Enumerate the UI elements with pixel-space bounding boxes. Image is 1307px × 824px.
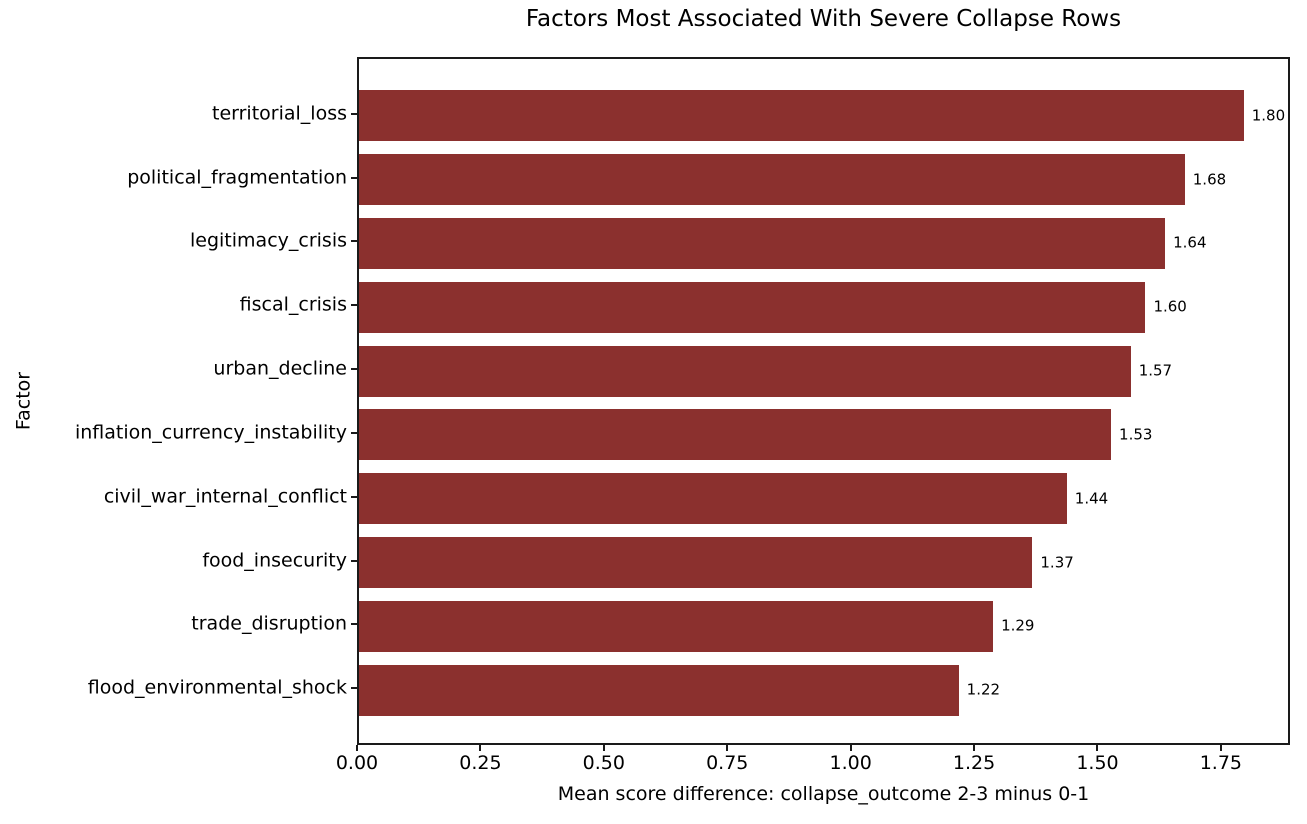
bar-inflation_currency_instability xyxy=(359,409,1112,461)
x-tick-label-1.50: 1.50 xyxy=(1076,752,1119,774)
x-tick-mark-1.75 xyxy=(1219,745,1222,751)
x-tick-label-0.25: 0.25 xyxy=(459,752,502,774)
y-tick-mark-civil_war_internal_conflict xyxy=(351,495,357,498)
y-tick-mark-food_insecurity xyxy=(351,559,357,562)
x-tick-mark-0.25 xyxy=(479,745,482,751)
x-tick-label-0.75: 0.75 xyxy=(706,752,749,774)
bar-value-label-food_insecurity: 1.37 xyxy=(1040,553,1074,572)
bar-trade_disruption xyxy=(359,600,994,652)
x-tick-mark-0.75 xyxy=(726,745,729,751)
y-tick-label-food_insecurity: food_insecurity xyxy=(202,549,347,572)
y-tick-label-urban_decline: urban_decline xyxy=(213,357,347,380)
bar-flood_environmental_shock xyxy=(359,664,959,716)
y-tick-mark-fiscal_crisis xyxy=(351,304,357,307)
bar-value-label-civil_war_internal_conflict: 1.44 xyxy=(1074,489,1109,508)
bar-civil_war_internal_conflict xyxy=(359,473,1067,525)
x-tick-mark-1.00 xyxy=(849,745,852,751)
bar-legitimacy_crisis xyxy=(359,217,1166,269)
bar-territorial_loss xyxy=(359,90,1244,142)
x-tick-label-1.25: 1.25 xyxy=(952,752,996,774)
y-tick-label-fiscal_crisis: fiscal_crisis xyxy=(239,293,347,316)
bar-value-label-urban_decline: 1.57 xyxy=(1138,361,1173,380)
bar-value-label-political_fragmentation: 1.68 xyxy=(1192,170,1227,189)
x-tick-label-1.00: 1.00 xyxy=(829,752,872,774)
bar-value-label-territorial_loss: 1.80 xyxy=(1251,106,1286,125)
x-tick-mark-1.25 xyxy=(973,745,976,751)
y-tick-mark-flood_environmental_shock xyxy=(351,687,357,690)
x-tick-mark-1.50 xyxy=(1096,745,1099,751)
y-tick-mark-legitimacy_crisis xyxy=(351,240,357,243)
x-tick-mark-0.50 xyxy=(602,745,605,751)
y-tick-label-flood_environmental_shock: flood_environmental_shock xyxy=(87,676,347,699)
y-tick-label-trade_disruption: trade_disruption xyxy=(191,612,347,635)
y-tick-mark-inflation_currency_instability xyxy=(351,431,357,434)
y-tick-label-civil_war_internal_conflict: civil_war_internal_conflict xyxy=(103,485,347,508)
chart-title: Factors Most Associated With Severe Coll… xyxy=(525,6,1122,32)
y-tick-mark-political_fragmentation xyxy=(351,176,357,179)
bar-value-label-trade_disruption: 1.29 xyxy=(1001,616,1035,635)
bar-value-label-flood_environmental_shock: 1.22 xyxy=(966,680,1001,699)
x-axis-label: Mean score difference: collapse_outcome … xyxy=(557,783,1090,805)
y-tick-mark-trade_disruption xyxy=(351,623,357,626)
x-tick-label-1.75: 1.75 xyxy=(1199,752,1243,774)
y-axis-label: Factor xyxy=(12,371,35,431)
y-tick-label-territorial_loss: territorial_loss xyxy=(212,102,347,125)
bar-value-label-inflation_currency_instability: 1.53 xyxy=(1119,425,1153,444)
bar-value-label-fiscal_crisis: 1.60 xyxy=(1153,297,1187,316)
y-tick-label-inflation_currency_instability: inflation_currency_instability xyxy=(74,421,347,444)
bar-urban_decline xyxy=(359,345,1131,397)
y-tick-label-legitimacy_crisis: legitimacy_crisis xyxy=(190,229,347,252)
y-tick-mark-urban_decline xyxy=(351,368,357,371)
bar-fiscal_crisis xyxy=(359,281,1146,333)
plot-area: 1.80 1.68 1.64 1.60 1.57 1.53 1.44 1.37 1.29 1.22 xyxy=(357,57,1290,745)
bar-political_fragmentation xyxy=(359,154,1185,206)
bar-food_insecurity xyxy=(359,537,1033,589)
x-tick-label-0.00: 0.00 xyxy=(335,752,379,774)
y-tick-label-political_fragmentation: political_fragmentation xyxy=(127,166,347,189)
y-tick-mark-territorial_loss xyxy=(351,112,357,115)
x-tick-label-0.50: 0.50 xyxy=(582,752,625,774)
bar-value-label-legitimacy_crisis: 1.64 xyxy=(1173,233,1207,252)
x-tick-mark-0.00 xyxy=(356,745,358,751)
